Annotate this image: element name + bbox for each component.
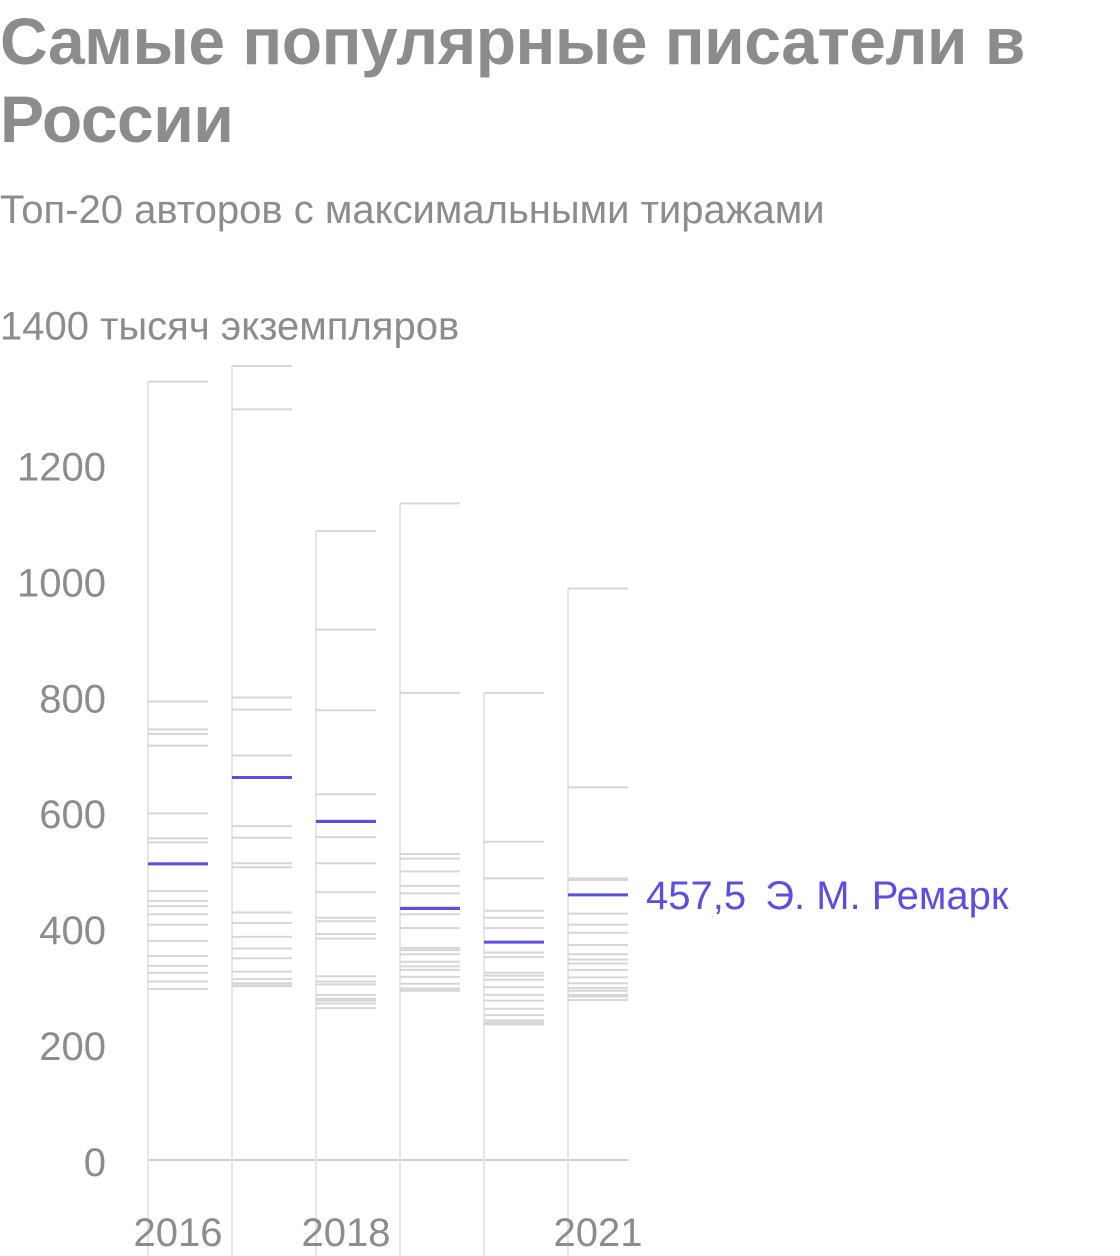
marks-layer (148, 364, 628, 1026)
y-tick-label-1200: 1200 (17, 445, 106, 489)
strip-chart: 0 200 400 600 800 1000 1200 1400 тысяч экземпля… (0, 305, 1009, 1256)
highlight-annotation: 457,5 Э. М. Ремарк (646, 874, 1009, 918)
y-tick-label-400: 400 (39, 909, 106, 953)
x-tick-label-2021: 2021 (554, 1211, 643, 1255)
y-tick-label-1400: 1400 тысяч экземпляров (0, 305, 459, 349)
y-tick-label-600: 600 (39, 793, 106, 837)
highlight-value-label: 457,5 (646, 874, 757, 918)
axis-layer: 0 200 400 600 800 1000 1200 1400 тысяч экземпля… (0, 305, 1009, 1255)
grid-layer (147, 365, 628, 1256)
chart-subtitle: Топ-20 авторов с максимальными тиражами (0, 188, 825, 232)
y-tick-label-0: 0 (84, 1141, 106, 1185)
highlight-author-name: Э. М. Ремарк (765, 874, 1009, 918)
x-tick-label-2016: 2016 (134, 1211, 223, 1255)
x-tick-label-2018: 2018 (302, 1211, 391, 1255)
y-tick-label-800: 800 (39, 677, 106, 721)
y-tick-label-200: 200 (39, 1025, 106, 1069)
chart-title: Самые популярные писатели в России (0, 4, 1025, 156)
y-axis-unit: тысяч экземпляров (100, 305, 459, 349)
y-tick-label-1000: 1000 (17, 561, 106, 605)
